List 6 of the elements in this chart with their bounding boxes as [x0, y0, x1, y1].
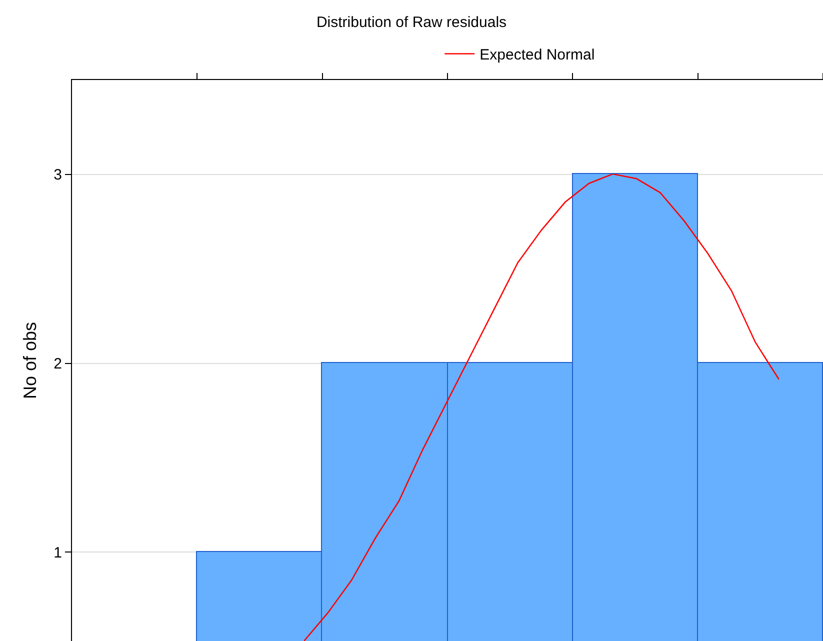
chart-title: Distribution of Raw residuals [316, 14, 507, 32]
y-tick-label: 1 [54, 544, 62, 562]
y-tick-label: 2 [54, 356, 62, 373]
legend-label: Expected Normal [480, 46, 595, 64]
y-axis-title: No of obs [20, 322, 40, 400]
y-tick-label: 3 [54, 166, 62, 184]
